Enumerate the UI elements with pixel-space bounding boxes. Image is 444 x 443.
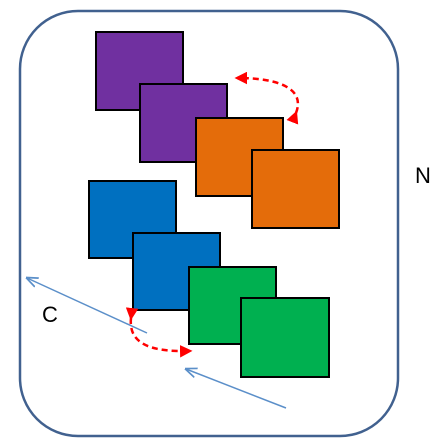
label-n: N (415, 163, 431, 188)
blue-arrow-bottom (186, 369, 287, 409)
orange-square-2 (251, 149, 340, 229)
swap-arrow-top (234, 71, 299, 125)
swap-arrow-bottom (125, 307, 193, 358)
blue-arrow-left (27, 278, 148, 334)
green-square-2 (240, 297, 330, 378)
label-c: C (42, 302, 58, 327)
frame (18, 9, 400, 438)
